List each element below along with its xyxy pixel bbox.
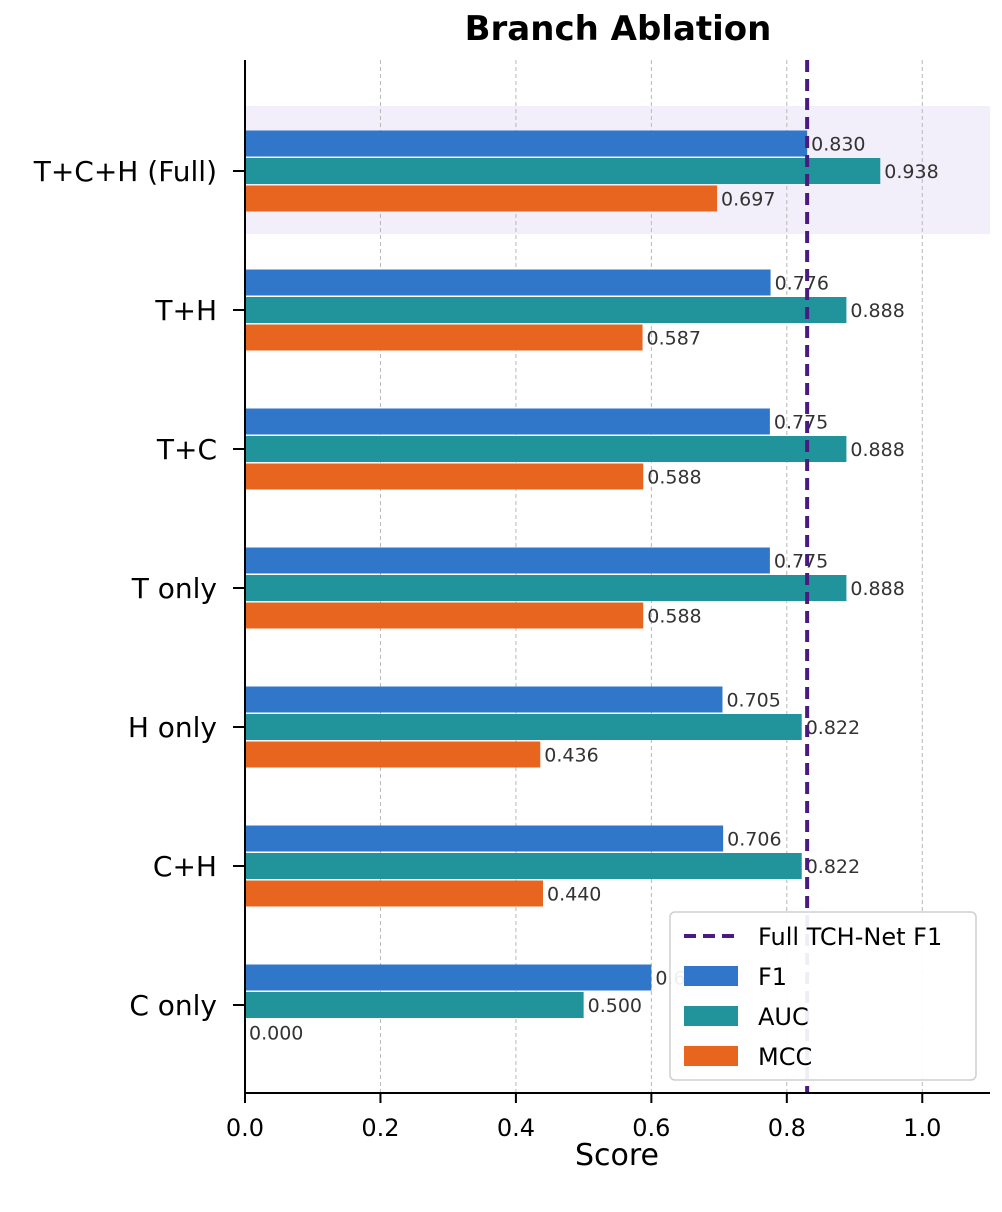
chart-title: Branch Ablation: [465, 9, 772, 49]
bar-auc: [245, 714, 802, 740]
bar-mcc: [245, 602, 644, 629]
value-label: 0.588: [647, 467, 701, 489]
bar-mcc: [245, 741, 541, 768]
bar-f1: [245, 825, 724, 852]
value-label: 0.938: [884, 161, 938, 183]
bar-mcc: [245, 324, 643, 351]
category-label: C+H: [153, 850, 217, 883]
bar-f1: [245, 269, 771, 296]
value-label: 0.888: [850, 439, 904, 461]
legend-swatch-f1: [684, 966, 738, 986]
bar-auc: [245, 853, 802, 879]
bar-auc: [245, 992, 584, 1018]
legend-label: F1: [758, 963, 787, 991]
value-label: 0.697: [721, 189, 775, 211]
bar-f1: [245, 547, 770, 574]
category-label: H only: [128, 711, 217, 744]
value-label: 0.587: [647, 328, 701, 350]
bar-f1: [245, 130, 808, 157]
plot-area: 0.830 0.938 0.697 0.776 0.888 0.587 0.775 0.888…: [33, 60, 990, 1142]
value-label: 0.440: [547, 884, 601, 906]
x-tick-label: 0.4: [497, 1114, 535, 1142]
bar-f1: [245, 408, 770, 435]
value-label: 0.775: [774, 551, 828, 573]
x-tick-label: 0.0: [226, 1114, 264, 1142]
bar-f1: [245, 686, 723, 713]
bar-mcc: [245, 463, 644, 490]
x-axis-title: Score: [575, 1138, 659, 1173]
legend-label: Full TCH-Net F1: [758, 923, 942, 951]
value-label: 0.588: [647, 606, 701, 628]
value-label: 0.822: [806, 717, 860, 739]
value-label: 0.705: [726, 690, 780, 712]
category-label: T+H: [154, 294, 217, 327]
category-label: T+C+H (Full): [33, 155, 217, 188]
bar-mcc: [245, 185, 718, 212]
value-label: 0.436: [544, 745, 598, 767]
bar-auc: [245, 575, 847, 601]
category-label: T+C: [156, 433, 217, 466]
value-label: 0.822: [806, 856, 860, 878]
value-label: 0.706: [727, 829, 781, 851]
bar-auc: [245, 158, 881, 184]
category-label: T only: [131, 572, 217, 605]
legend-swatch-mcc: [684, 1046, 738, 1066]
bar-auc: [245, 436, 847, 462]
x-tick-label: 0.8: [768, 1114, 806, 1142]
legend-swatch-auc: [684, 1006, 738, 1026]
value-label: 0.830: [811, 134, 865, 156]
x-tick-label: 1.0: [903, 1114, 941, 1142]
value-label: 0.888: [850, 578, 904, 600]
value-label: 0.500: [588, 995, 642, 1017]
value-label: 0.888: [850, 300, 904, 322]
x-tick-label: 0.2: [361, 1114, 399, 1142]
bar-auc: [245, 297, 847, 323]
value-label: 0.775: [774, 412, 828, 434]
legend-label: AUC: [758, 1003, 809, 1031]
value-label: 0.000: [249, 1023, 303, 1045]
bar-f1: [245, 964, 652, 991]
legend-label: MCC: [758, 1043, 812, 1071]
category-label: C only: [129, 989, 217, 1022]
legend: [669, 911, 977, 1081]
value-label: 0.776: [775, 273, 829, 295]
x-tick-label: 0.6: [632, 1114, 670, 1142]
bar-mcc: [245, 880, 543, 907]
